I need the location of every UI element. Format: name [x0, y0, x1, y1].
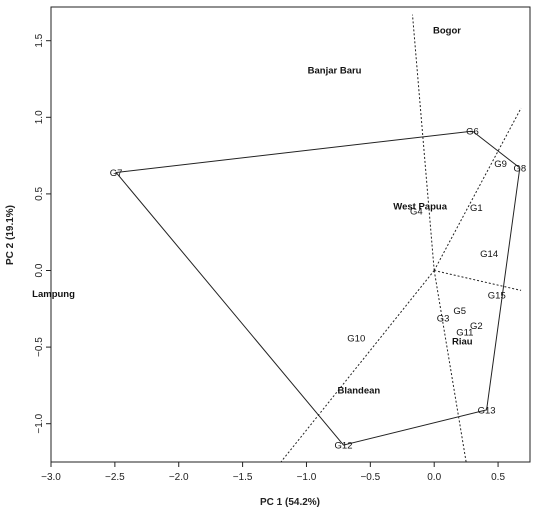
- environment-label: Lampung: [32, 289, 75, 300]
- sector-line: [434, 270, 522, 291]
- genotype-label: G4: [410, 206, 423, 217]
- y-tick-label: −0.5: [34, 337, 45, 357]
- environment-label: Riau: [452, 336, 473, 347]
- environment-points: Bogor Banjar Baru West Papua Lampung Riau Bla…: [32, 25, 473, 396]
- sector-line: [411, 14, 435, 271]
- y-tick-label: 0.5: [34, 187, 45, 201]
- genotype-label: G13: [478, 405, 496, 416]
- genotype-label: G11: [456, 327, 473, 338]
- x-tick-label: −1.5: [233, 472, 253, 483]
- environment-label: Banjar Baru: [308, 65, 362, 76]
- genotype-label: G9: [494, 159, 507, 170]
- y-tick-label: 1.5: [34, 33, 45, 47]
- genotype-label: G5: [453, 306, 466, 317]
- x-tick-label: 0.0: [427, 472, 441, 483]
- y-axis-title: PC 2 (19.1%): [5, 205, 16, 265]
- genotype-label: G15: [488, 291, 506, 302]
- genotype-label: G3: [437, 313, 450, 324]
- genotype-points: G1 G2 G3 G4 G5 G6 G7 G8 G9 G10 G11 G12 G13 G14 G15: [110, 127, 526, 452]
- environment-label: Bogor: [433, 25, 461, 36]
- genotype-label: G14: [480, 249, 498, 260]
- sector-line: [280, 270, 435, 463]
- y-axis: −1.0 −0.5 0.0 0.5 1.0 1.5: [34, 33, 51, 434]
- genotype-label: G1: [470, 203, 483, 214]
- genotype-label: G10: [347, 333, 365, 344]
- genotype-label: G2: [470, 321, 483, 332]
- x-tick-label: −0.5: [360, 472, 380, 483]
- genotype-label: G6: [466, 127, 479, 138]
- environment-label: West Papua: [393, 202, 447, 213]
- sector-line: [433, 107, 522, 271]
- x-tick-label: −2.0: [169, 472, 189, 483]
- y-tick-label: 0.0: [34, 263, 45, 277]
- x-axis: −3.0 −2.5 −2.0 −1.5 −1.0 −0.5 0.0 0.5: [41, 462, 505, 483]
- genotype-label: G7: [110, 168, 123, 179]
- hull-polygon: [115, 130, 521, 446]
- sector-line: [433, 270, 467, 463]
- sector-lines: [280, 14, 522, 463]
- plot-frame: [50, 6, 531, 463]
- x-tick-label: 0.5: [491, 472, 505, 483]
- y-tick-label: −1.0: [34, 413, 45, 433]
- y-tick-label: 1.0: [34, 110, 45, 124]
- x-tick-label: −2.5: [105, 472, 125, 483]
- genotype-label: G12: [335, 441, 353, 452]
- convex-hull-polygon: [115, 130, 521, 446]
- x-tick-label: −3.0: [41, 472, 61, 483]
- genotype-label: G8: [513, 163, 526, 174]
- x-tick-label: −1.0: [297, 472, 317, 483]
- environment-label: Blandean: [337, 385, 380, 396]
- x-axis-title: PC 1 (54.2%): [260, 497, 320, 508]
